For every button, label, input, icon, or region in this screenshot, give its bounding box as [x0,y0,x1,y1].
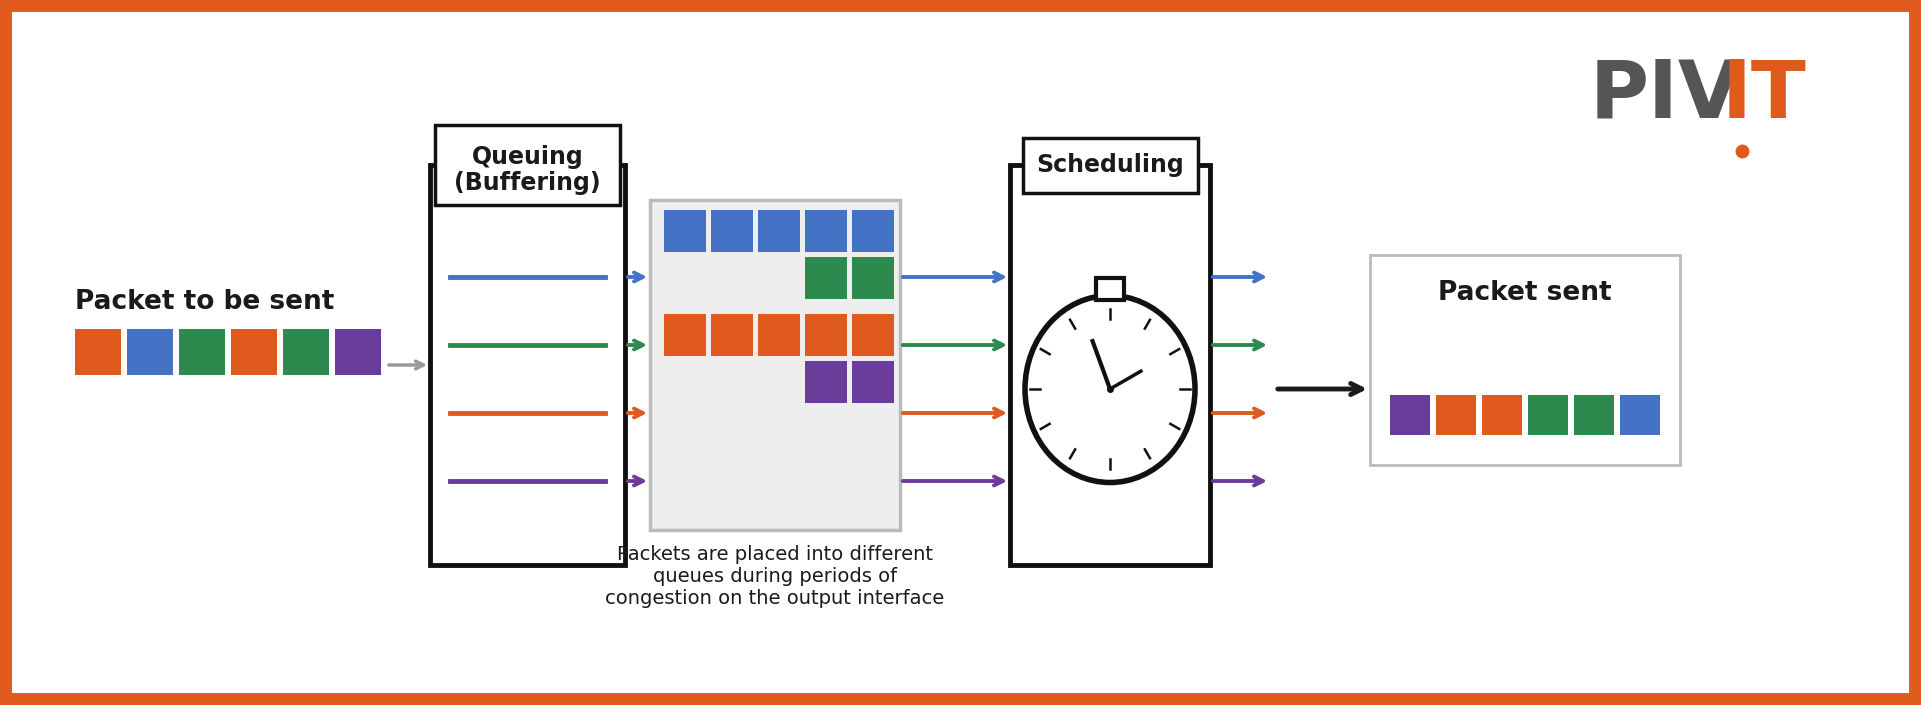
FancyBboxPatch shape [1437,395,1475,435]
Ellipse shape [1026,295,1195,482]
FancyBboxPatch shape [231,329,277,375]
FancyBboxPatch shape [334,329,380,375]
FancyBboxPatch shape [282,329,328,375]
FancyBboxPatch shape [1370,255,1681,465]
Text: IT: IT [1721,57,1808,135]
FancyBboxPatch shape [75,329,121,375]
FancyBboxPatch shape [805,257,847,299]
FancyBboxPatch shape [1619,395,1660,435]
FancyBboxPatch shape [1022,137,1197,192]
FancyBboxPatch shape [853,314,893,356]
FancyBboxPatch shape [430,165,624,565]
FancyBboxPatch shape [711,210,753,252]
Text: queues during periods of: queues during periods of [653,567,897,586]
FancyBboxPatch shape [1573,395,1614,435]
Text: Queuing: Queuing [473,145,584,169]
FancyBboxPatch shape [1097,278,1124,300]
FancyBboxPatch shape [434,125,620,205]
FancyBboxPatch shape [179,329,225,375]
FancyBboxPatch shape [1391,395,1429,435]
FancyBboxPatch shape [127,329,173,375]
FancyBboxPatch shape [1481,395,1521,435]
Text: Scheduling: Scheduling [1035,153,1183,177]
Text: (Buffering): (Buffering) [453,171,601,195]
FancyBboxPatch shape [759,314,799,356]
FancyBboxPatch shape [805,314,847,356]
FancyBboxPatch shape [649,200,901,530]
FancyBboxPatch shape [711,314,753,356]
FancyBboxPatch shape [1010,165,1210,565]
Text: Packet to be sent: Packet to be sent [75,289,334,315]
Text: Packet sent: Packet sent [1439,280,1612,306]
FancyBboxPatch shape [665,314,707,356]
Text: congestion on the output interface: congestion on the output interface [605,589,945,608]
Text: PIV: PIV [1591,57,1740,135]
FancyBboxPatch shape [665,210,707,252]
FancyBboxPatch shape [853,257,893,299]
FancyBboxPatch shape [1527,395,1568,435]
FancyBboxPatch shape [805,361,847,403]
FancyBboxPatch shape [853,210,893,252]
Text: Packets are placed into different: Packets are placed into different [617,545,934,564]
FancyBboxPatch shape [853,361,893,403]
FancyBboxPatch shape [805,210,847,252]
FancyBboxPatch shape [759,210,799,252]
